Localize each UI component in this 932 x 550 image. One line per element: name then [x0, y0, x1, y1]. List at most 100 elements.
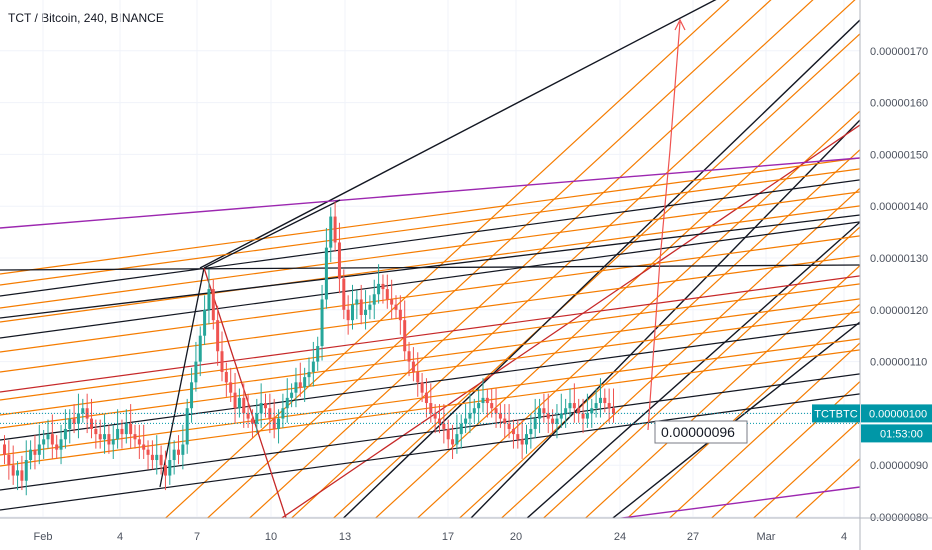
candle-body: [181, 444, 185, 455]
candle-body: [159, 454, 163, 466]
candle-body: [311, 361, 315, 372]
candle-body: [307, 371, 311, 378]
candle-body: [220, 351, 224, 372]
steep-orange-line: [248, 0, 814, 518]
candle-body: [124, 423, 128, 435]
x-tick-label: 27: [687, 531, 699, 543]
candle-body: [438, 418, 441, 424]
y-tick-label: 0.00000090: [870, 460, 928, 472]
candle-body: [298, 382, 302, 388]
shallow-line: [0, 298, 860, 416]
candle-body: [224, 371, 228, 383]
steep-orange-line: [416, 110, 860, 518]
candle-body: [468, 413, 472, 419]
candle-body: [46, 434, 50, 440]
candle-body: [377, 283, 381, 295]
chart-title: TCT / Bitcoin, 240, BINANCE: [8, 11, 164, 25]
candle-body: [142, 444, 146, 450]
y-tick-label: 0.00000120: [870, 305, 928, 317]
y-tick-label: 0.00000140: [870, 201, 928, 213]
candle-body: [598, 397, 602, 404]
candle-body: [403, 320, 407, 352]
candle-body: [320, 299, 324, 347]
steep-orange-line: [500, 187, 860, 518]
shallow-line: [0, 349, 860, 467]
steep-orange-line: [374, 71, 860, 518]
candle-body: [216, 320, 220, 352]
shallow-line: [0, 373, 860, 491]
candle-body: [7, 454, 11, 466]
candle-body: [459, 423, 463, 435]
candle-body: [451, 439, 455, 445]
candle-body: [520, 439, 524, 445]
candle-body: [24, 460, 28, 481]
candle-body: [50, 434, 54, 445]
candle-body: [390, 299, 394, 305]
candle-body: [268, 408, 272, 419]
candle-body: [446, 428, 450, 440]
candle-body: [211, 289, 215, 321]
candle-body: [177, 449, 180, 455]
overlay: TCTBTC 0.00000100 01:53:00 0.00000096: [0, 18, 932, 444]
candle-body: [242, 397, 246, 414]
candle-body: [72, 418, 76, 424]
steep-orange-line: [458, 148, 860, 518]
countdown-label: 01:53:00: [880, 428, 923, 440]
candle-body: [368, 304, 372, 310]
candle-body: [594, 403, 598, 409]
candle-body: [572, 403, 576, 409]
candle-body: [146, 449, 150, 455]
candle-body: [103, 434, 107, 440]
candle-body: [333, 216, 337, 243]
candle-body: [277, 418, 281, 429]
candle-body: [207, 289, 211, 310]
steep-orange-line: [626, 303, 860, 518]
candle-body: [481, 397, 485, 404]
candle-body: [511, 428, 515, 435]
candle-body: [442, 423, 446, 429]
candle-body: [420, 382, 424, 393]
pitchfork-handle: [203, 267, 287, 518]
steep-orange-line: [584, 264, 860, 518]
candle-body: [250, 418, 254, 424]
candle-body: [120, 428, 124, 435]
steep-black-line: [199, 0, 717, 269]
symbol-label: TCTBTC: [814, 408, 857, 420]
steep-orange-line: [332, 32, 860, 518]
candle-body: [529, 428, 533, 435]
candle-body: [372, 294, 376, 305]
candle-body: [337, 242, 341, 279]
candle-body: [290, 392, 294, 398]
candle-body: [559, 413, 563, 419]
candle-body: [351, 304, 354, 321]
candle-body: [577, 408, 581, 414]
shallow-line: [0, 179, 860, 297]
candle-body: [429, 403, 433, 414]
candle-body: [555, 418, 559, 424]
steep-black-line: [470, 118, 860, 518]
shallow-line: [0, 157, 860, 275]
candle-body: [29, 449, 33, 461]
shallow-line: [0, 283, 860, 401]
candles: [3, 202, 615, 496]
candle-body: [198, 335, 202, 362]
candle-body: [533, 418, 537, 429]
steep-red-line: [280, 124, 860, 518]
candle-body: [90, 418, 93, 429]
candle-body: [581, 413, 585, 419]
candle-body: [612, 408, 615, 414]
symbol-badge: [812, 404, 860, 423]
y-tick-label: 0.00000170: [870, 46, 928, 58]
shallow-line: [0, 205, 860, 323]
candle-body: [33, 449, 37, 455]
purple-line: [0, 157, 860, 229]
x-tick-label: 13: [339, 531, 351, 543]
candle-body: [229, 382, 233, 393]
shallow-line: [0, 191, 860, 309]
candle-body: [11, 465, 15, 476]
candle-body: [472, 408, 476, 414]
candle-body: [329, 216, 333, 248]
steep-orange-line: [752, 419, 860, 518]
